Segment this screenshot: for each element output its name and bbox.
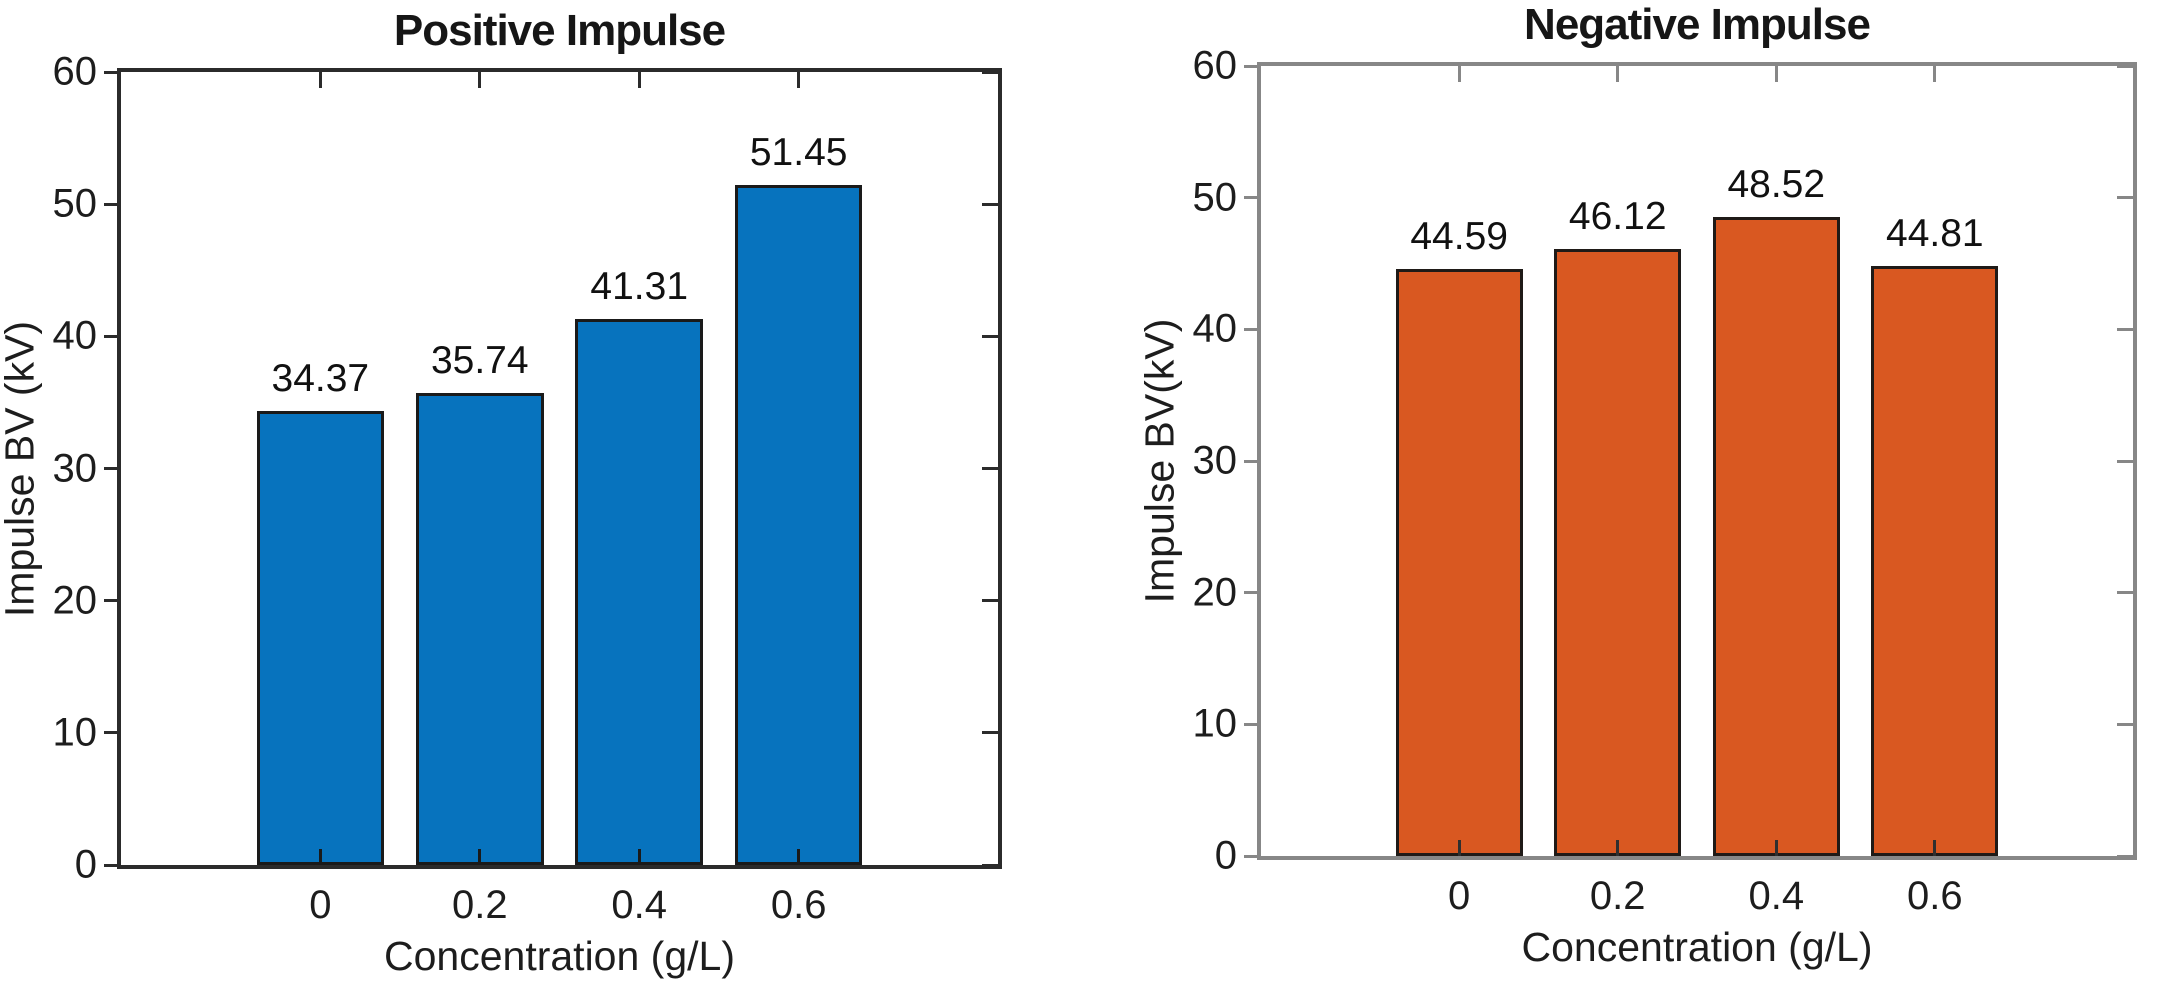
y-tick-label: 0 — [74, 842, 97, 887]
y-axis-label: Impulse BV (kV) — [0, 320, 43, 617]
y-tick-label: 10 — [1192, 701, 1238, 746]
y-tick-label: 50 — [52, 181, 98, 226]
y-tick-mark-right — [982, 731, 998, 735]
y-tick-mark-left — [1244, 327, 1259, 331]
x-tick-label: 0.6 — [770, 883, 827, 927]
y-tick-mark-left — [104, 863, 119, 867]
bar — [1554, 248, 1682, 856]
bar — [734, 185, 863, 865]
bar — [1871, 266, 1999, 856]
x-tick-mark-top — [478, 72, 482, 88]
y-tick-label: 30 — [52, 446, 98, 490]
chart-title: Positive Impulse — [393, 6, 726, 55]
positive-impulse-chart: Positive Impulse Impulse BV (kV) Concent… — [0, 6, 1002, 979]
x-tick-label: 0.6 — [1907, 874, 1963, 918]
bar-value-label: 46.12 — [1568, 194, 1667, 238]
x-tick-mark-top — [1457, 66, 1461, 82]
bar-value-label: 51.45 — [749, 131, 848, 175]
x-tick-mark-top — [318, 72, 322, 88]
y-tick-mark-left — [104, 334, 119, 338]
bar-value-label: 41.31 — [590, 265, 689, 309]
bar-value-label: 44.81 — [1886, 212, 1984, 256]
y-tick-label: 50 — [1192, 175, 1238, 220]
y-tick-mark-right — [2117, 327, 2133, 331]
bar — [256, 410, 385, 865]
plot-frame — [1257, 62, 2137, 860]
y-tick-label: 60 — [1192, 43, 1238, 88]
y-tick-mark-right — [2117, 196, 2133, 200]
y-tick-mark-left — [1244, 722, 1259, 726]
x-tick-mark-bottom — [1774, 840, 1778, 856]
y-tick-mark-right — [982, 599, 998, 603]
y-tick-label: 0 — [1214, 833, 1237, 878]
y-tick-label: 20 — [52, 578, 98, 623]
y-tick-mark-right — [982, 334, 998, 338]
plot-frame — [117, 68, 1002, 869]
y-tick-mark-left — [1244, 196, 1259, 200]
negative-impulse-chart: Negative Impulse Impulse BV(kV) Concentr… — [1137, 0, 2137, 970]
y-tick-label: 20 — [1192, 570, 1238, 615]
y-tick-label: 10 — [52, 710, 98, 755]
bar-value-label: 34.37 — [271, 356, 370, 400]
y-tick-mark-right — [982, 70, 998, 74]
y-tick-label: 40 — [52, 313, 98, 358]
x-tick-mark-top — [797, 72, 801, 88]
x-tick-label: 0 — [1448, 874, 1471, 918]
y-tick-mark-left — [1244, 854, 1259, 858]
x-tick-label: 0.2 — [451, 883, 508, 927]
x-tick-mark-bottom — [1616, 840, 1620, 856]
y-tick-mark-left — [1244, 459, 1259, 463]
bar-value-label: 48.52 — [1727, 163, 1826, 207]
y-tick-mark-left — [104, 202, 119, 206]
x-tick-mark-top — [637, 72, 641, 88]
y-tick-mark-right — [982, 863, 998, 867]
bar-value-label: 44.59 — [1410, 214, 1508, 258]
y-tick-mark-right — [982, 467, 998, 470]
x-tick-label: 0.4 — [611, 883, 668, 927]
x-tick-mark-bottom — [1933, 840, 1937, 856]
x-tick-mark-bottom — [797, 849, 801, 865]
bar — [575, 319, 703, 865]
x-tick-mark-bottom — [318, 849, 322, 865]
y-tick-mark-right — [2117, 854, 2133, 858]
bar — [1712, 217, 1840, 856]
y-tick-mark-right — [2117, 459, 2133, 463]
y-tick-mark-left — [104, 70, 119, 74]
bar — [415, 392, 544, 865]
chart-title: Negative Impulse — [1524, 0, 1871, 49]
y-tick-label: 40 — [1192, 306, 1238, 351]
y-tick-mark-right — [2117, 591, 2133, 595]
y-tick-mark-left — [104, 599, 119, 603]
y-tick-mark-left — [104, 731, 119, 735]
bar-value-label: 35.74 — [430, 338, 529, 382]
x-tick-mark-bottom — [637, 849, 641, 865]
y-tick-mark-right — [2117, 64, 2133, 68]
y-tick-label: 60 — [52, 49, 98, 94]
x-tick-mark-top — [1616, 66, 1620, 82]
y-axis-label: Impulse BV(kV) — [1136, 318, 1183, 604]
x-tick-label: 0.2 — [1589, 874, 1646, 918]
y-tick-label: 30 — [1192, 438, 1238, 483]
x-tick-label: 0 — [309, 883, 332, 927]
x-axis-label: Concentration (g/L) — [1521, 924, 1873, 970]
x-tick-mark-bottom — [478, 849, 482, 865]
bar — [1395, 268, 1523, 856]
y-tick-mark-left — [1244, 64, 1259, 68]
y-tick-mark-right — [2117, 722, 2133, 726]
x-tick-mark-top — [1933, 66, 1937, 82]
y-tick-mark-left — [104, 467, 119, 470]
x-tick-mark-top — [1774, 66, 1778, 82]
y-tick-mark-left — [1244, 591, 1259, 595]
x-tick-label: 0.4 — [1748, 874, 1805, 918]
x-tick-mark-bottom — [1457, 840, 1461, 856]
x-axis-label: Concentration (g/L) — [384, 933, 735, 979]
y-tick-mark-right — [982, 202, 998, 206]
